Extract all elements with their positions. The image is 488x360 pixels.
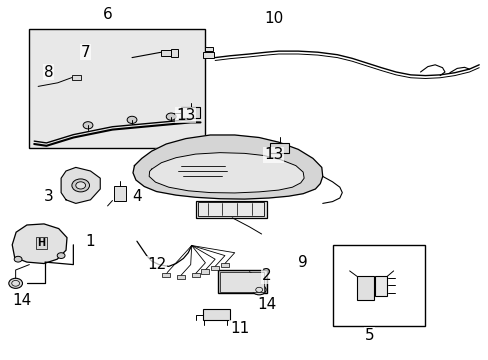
Bar	[198, 202, 264, 216]
Bar	[161, 50, 171, 56]
Bar	[162, 273, 170, 277]
Bar	[332, 245, 425, 326]
Text: 11: 11	[229, 321, 249, 336]
Bar	[171, 49, 178, 57]
Circle shape	[166, 113, 176, 120]
Text: 4: 4	[132, 189, 142, 204]
Text: 8: 8	[44, 64, 54, 80]
Text: 2: 2	[261, 268, 271, 283]
Text: 5: 5	[364, 328, 373, 343]
Bar	[203, 309, 229, 320]
Bar	[356, 276, 373, 300]
Text: 14: 14	[256, 297, 276, 312]
Polygon shape	[133, 135, 322, 199]
Text: 6: 6	[102, 7, 112, 22]
Bar	[374, 276, 386, 296]
Text: 9: 9	[298, 255, 307, 270]
Circle shape	[14, 256, 22, 262]
Bar	[221, 263, 228, 267]
Bar	[203, 52, 213, 58]
Circle shape	[72, 179, 89, 192]
Circle shape	[76, 182, 85, 189]
Circle shape	[127, 116, 137, 123]
Text: 14: 14	[12, 293, 32, 308]
Text: 10: 10	[264, 10, 283, 26]
Bar	[114, 186, 125, 201]
Polygon shape	[61, 167, 100, 203]
Bar	[205, 47, 212, 51]
Circle shape	[9, 278, 22, 288]
Text: 13: 13	[176, 108, 195, 123]
Bar	[195, 201, 266, 218]
Bar	[211, 266, 219, 270]
Bar	[220, 272, 264, 292]
Text: 7: 7	[81, 45, 90, 60]
Bar	[269, 143, 288, 153]
Bar	[201, 269, 209, 274]
Circle shape	[255, 287, 262, 292]
Bar	[191, 273, 199, 277]
Bar	[177, 275, 184, 279]
Text: 13: 13	[264, 147, 283, 162]
Polygon shape	[12, 224, 67, 264]
Circle shape	[83, 122, 93, 129]
Text: H: H	[38, 238, 45, 248]
Text: 12: 12	[146, 257, 166, 272]
Bar	[217, 270, 266, 293]
Bar	[181, 107, 200, 118]
Bar	[29, 29, 205, 148]
Text: 1: 1	[85, 234, 95, 249]
Circle shape	[252, 285, 265, 295]
Circle shape	[57, 253, 65, 258]
Text: 3: 3	[44, 189, 54, 204]
Circle shape	[12, 280, 20, 286]
Polygon shape	[149, 153, 304, 193]
Bar	[72, 75, 81, 80]
